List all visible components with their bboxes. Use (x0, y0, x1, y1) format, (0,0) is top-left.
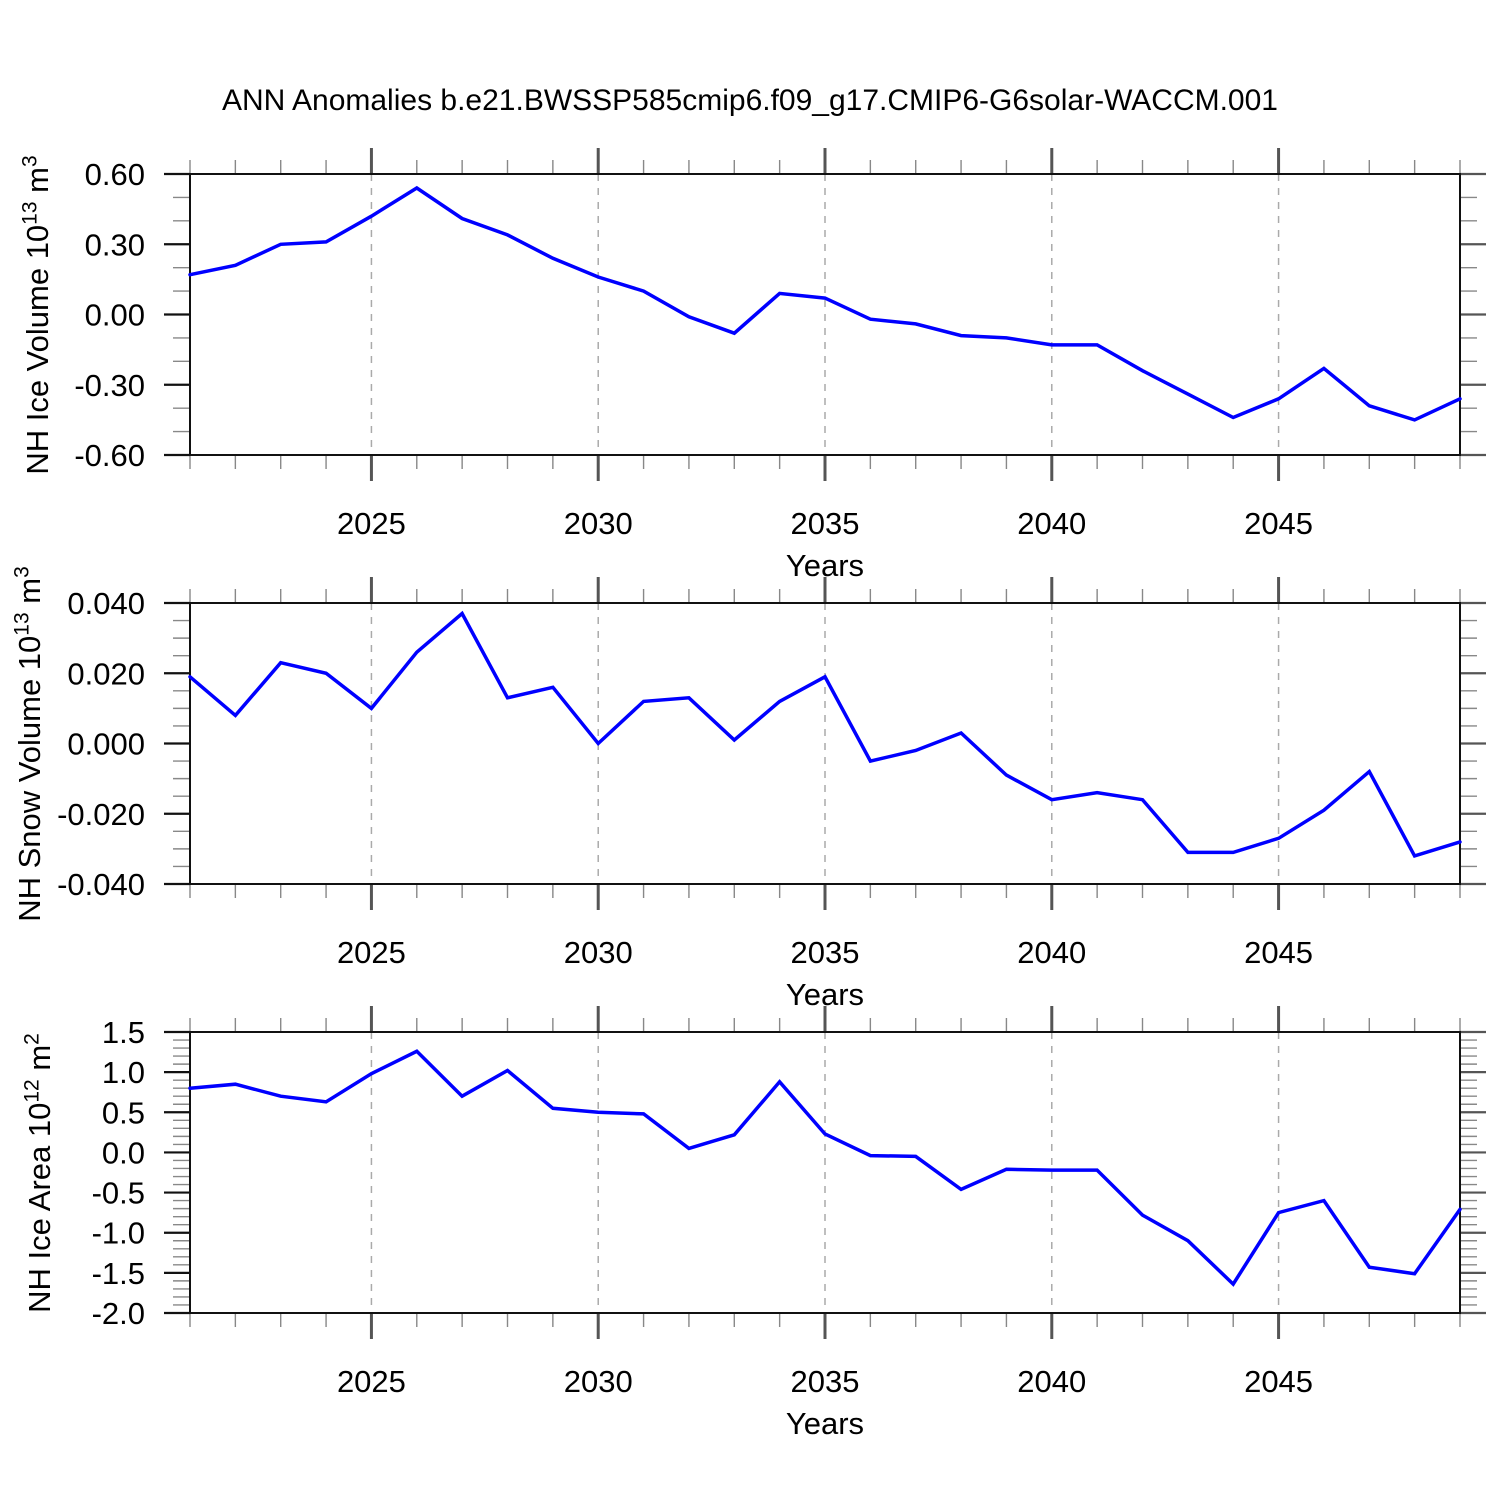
x-axis-title-years-panel2: Years (785, 977, 865, 1012)
y-axis-title-unit: m (20, 166, 55, 201)
y-axis-title-ice-area: NH Ice Area 1012 m2 (20, 1032, 58, 1313)
x-tick-label: 2040 (1017, 506, 1086, 541)
nh-ice-area-series-line (188, 1049, 1462, 1287)
x-tick-label: 2040 (1017, 935, 1086, 970)
y-tick-label: -0.5 (92, 1176, 145, 1211)
y-axis-title-unit-exponent: 2 (20, 1032, 44, 1045)
y-tick-label: 0.020 (67, 656, 145, 691)
y-axis-title-unit: m (22, 1044, 57, 1079)
x-tick-label: 2040 (1017, 1364, 1086, 1399)
y-tick-label: -0.040 (57, 867, 145, 902)
y-tick-label: -1.0 (92, 1216, 145, 1251)
y-tick-label: -2.0 (92, 1296, 145, 1331)
y-axis-title-unit-exponent: 3 (10, 565, 34, 578)
y-tick-label: 0.040 (67, 586, 145, 621)
x-tick-label: 2035 (791, 506, 860, 541)
y-axis-title-unit: m (12, 577, 47, 612)
panel-nh-ice-volume: 0.60 0.30 0.00 -0.30 -0.60 2025 2030 2035 2040 20… (74, 148, 1486, 541)
y-tick-label: -0.020 (57, 797, 145, 832)
x-tick-label: 2025 (337, 506, 406, 541)
chart-title: ANN Anomalies b.e21.BWSSP585cmip6.f09_g1… (221, 84, 1278, 117)
y-axis-title-ice-volume: NH Ice Volume 1013 m3 (18, 154, 56, 475)
y-axis-title-exponent: 12 (20, 1078, 44, 1103)
y-axis-title-text: NH Snow Volume 10 (12, 635, 47, 922)
x-tick-label: 2045 (1244, 1364, 1313, 1399)
x-tick-label: 2030 (564, 506, 633, 541)
x-tick-label: 2045 (1244, 506, 1313, 541)
plot-frame (189, 602, 1461, 885)
y-tick-label: -0.30 (74, 368, 145, 403)
nh-ice-volume-series-line (188, 185, 1462, 422)
x-tick-label: 2045 (1244, 935, 1313, 970)
y-axis-title-snow-volume: NH Snow Volume 1013 m3 (10, 565, 48, 922)
y-tick-label: 0.60 (85, 157, 145, 192)
x-tick-label: 2025 (337, 935, 406, 970)
y-tick-label: 0.0 (102, 1135, 145, 1170)
y-tick-label: 1.0 (102, 1055, 145, 1090)
x-tick-label: 2035 (791, 935, 860, 970)
y-axis-title-exponent: 13 (10, 611, 34, 636)
x-axis-title-years-panel3: Years (785, 1406, 865, 1441)
y-axis-title-unit-exponent: 3 (18, 154, 42, 167)
plot-frame (189, 173, 1461, 456)
y-tick-label: 0.30 (85, 227, 145, 262)
y-tick-label: 0.000 (67, 727, 145, 762)
panel-nh-ice-area: 1.5 1.0 0.5 0.0 -0.5 -1.0 -1.5 -2.0 2025 2030 2035… (92, 1006, 1486, 1399)
y-tick-label: 0.00 (85, 298, 145, 333)
y-tick-label: 1.5 (102, 1015, 145, 1050)
y-tick-label: -0.60 (74, 438, 145, 473)
nh-snow-volume-series-line (188, 610, 1462, 858)
x-tick-label: 2030 (564, 1364, 633, 1399)
y-axis-title-exponent: 13 (18, 200, 42, 225)
y-axis-title-text: NH Ice Area 10 (22, 1102, 57, 1313)
x-tick-label: 2025 (337, 1364, 406, 1399)
x-axis-title-years-panel1: Years (785, 548, 865, 583)
plot-frame (189, 1031, 1461, 1314)
x-tick-label: 2035 (791, 1364, 860, 1399)
y-tick-label: 0.5 (102, 1095, 145, 1130)
y-tick-label: -1.5 (92, 1256, 145, 1291)
panel-nh-snow-volume: 0.040 0.020 0.000 -0.020 -0.040 2025 2030 2035 2… (57, 577, 1486, 970)
x-tick-label: 2030 (564, 935, 633, 970)
y-axis-title-text: NH Ice Volume 10 (20, 224, 55, 475)
